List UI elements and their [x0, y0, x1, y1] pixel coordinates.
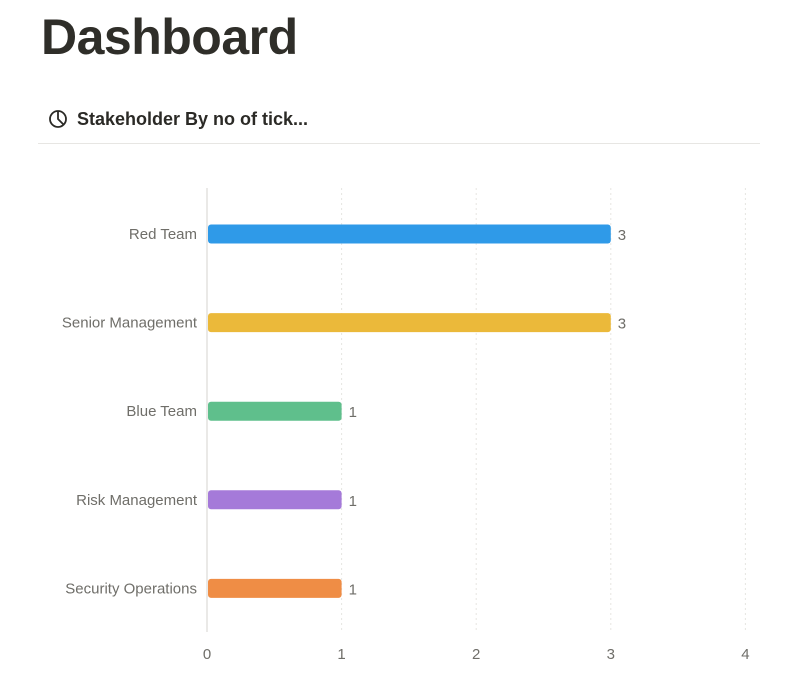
x-tick-label: 1	[337, 646, 345, 663]
data-label: 1	[349, 581, 357, 598]
x-tick-label: 2	[472, 646, 480, 663]
x-tick-label: 0	[203, 646, 211, 663]
x-tick-label: 3	[607, 646, 615, 663]
category-label: Security Operations	[65, 580, 197, 597]
category-label: Blue Team	[126, 403, 197, 420]
data-label: 1	[349, 493, 357, 510]
page-title: Dashboard	[41, 9, 298, 65]
x-tick-label: 4	[741, 646, 749, 663]
bar	[208, 313, 611, 333]
bar	[208, 578, 342, 598]
bar	[208, 401, 342, 421]
bar	[208, 490, 342, 510]
category-label: Risk Management	[76, 492, 198, 509]
chart-view-tab-label: Stakeholder By no of tick...	[77, 108, 309, 129]
category-label: Senior Management	[62, 315, 198, 332]
data-label: 3	[618, 227, 626, 244]
bar-chart: 0 1 2 3 4 Red Team 3 Senior Management 3 Blue Tea…	[62, 188, 750, 663]
data-label: 3	[618, 316, 626, 333]
chart-view-tab[interactable]: Stakeholder By no of tick...	[48, 104, 308, 134]
bar	[208, 224, 611, 244]
category-label: Red Team	[129, 226, 197, 243]
pie-chart-icon	[48, 109, 68, 129]
tab-divider	[38, 143, 760, 144]
data-label: 1	[349, 404, 357, 421]
